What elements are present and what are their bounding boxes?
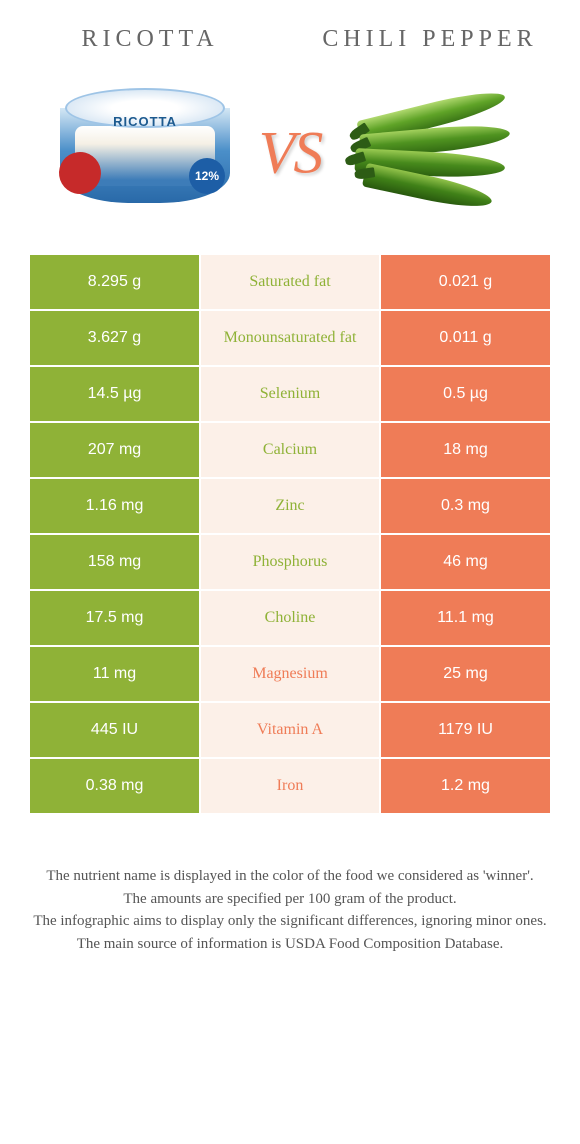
footnote-line: The main source of information is USDA F… [16, 933, 564, 956]
footnotes: The nutrient name is displayed in the co… [0, 865, 580, 955]
table-row: 14.5 µgSelenium0.5 µg [30, 366, 550, 422]
left-food-title: RICOTTA [10, 26, 290, 53]
left-value-cell: 3.627 g [30, 310, 200, 366]
nutrition-table: 8.295 gSaturated fat0.021 g3.627 gMonoun… [30, 253, 550, 815]
left-value-cell: 445 IU [30, 702, 200, 758]
nutrient-name-cell: Zinc [200, 478, 380, 534]
left-value-cell: 207 mg [30, 422, 200, 478]
left-value-cell: 1.16 mg [30, 478, 200, 534]
blue-badge-icon: 12% [189, 158, 225, 194]
right-food-image [335, 68, 535, 228]
right-value-cell: 46 mg [380, 534, 550, 590]
table-row: 8.295 gSaturated fat0.021 g [30, 254, 550, 310]
table-row: 17.5 mgCholine11.1 mg [30, 590, 550, 646]
nutrient-name-cell: Selenium [200, 366, 380, 422]
left-food-image: RICOTTA 12% [45, 68, 245, 228]
left-value-cell: 158 mg [30, 534, 200, 590]
right-value-cell: 0.3 mg [380, 478, 550, 534]
footnote-line: The nutrient name is displayed in the co… [16, 865, 564, 888]
right-value-cell: 0.011 g [380, 310, 550, 366]
left-value-cell: 17.5 mg [30, 590, 200, 646]
right-value-cell: 0.5 µg [380, 366, 550, 422]
nutrient-name-cell: Phosphorus [200, 534, 380, 590]
right-value-cell: 11.1 mg [380, 590, 550, 646]
left-value-cell: 8.295 g [30, 254, 200, 310]
table-row: 0.38 mgIron1.2 mg [30, 758, 550, 814]
left-value-cell: 11 mg [30, 646, 200, 702]
header-row: RICOTTA CHILI PEPPER [0, 0, 580, 53]
right-value-cell: 1.2 mg [380, 758, 550, 814]
right-value-cell: 25 mg [380, 646, 550, 702]
left-value-cell: 0.38 mg [30, 758, 200, 814]
nutrient-name-cell: Magnesium [200, 646, 380, 702]
right-food-title: CHILI PEPPER [290, 26, 570, 53]
vs-label: VS [259, 119, 322, 188]
table-row: 207 mgCalcium18 mg [30, 422, 550, 478]
table-row: 3.627 gMonounsaturated fat0.011 g [30, 310, 550, 366]
nutrient-name-cell: Saturated fat [200, 254, 380, 310]
left-title-cell: RICOTTA [10, 26, 290, 53]
nutrient-name-cell: Monounsaturated fat [200, 310, 380, 366]
table-row: 158 mgPhosphorus46 mg [30, 534, 550, 590]
right-value-cell: 1179 IU [380, 702, 550, 758]
tub-label-text: RICOTTA [55, 114, 235, 129]
ricotta-icon: RICOTTA 12% [55, 78, 235, 218]
nutrient-name-cell: Choline [200, 590, 380, 646]
images-row: RICOTTA 12% VS [0, 53, 580, 253]
nutrient-name-cell: Calcium [200, 422, 380, 478]
right-title-cell: CHILI PEPPER [290, 26, 570, 53]
left-value-cell: 14.5 µg [30, 366, 200, 422]
nutrient-name-cell: Iron [200, 758, 380, 814]
right-value-cell: 0.021 g [380, 254, 550, 310]
chili-pepper-icon [345, 78, 525, 218]
table-row: 1.16 mgZinc0.3 mg [30, 478, 550, 534]
footnote-line: The infographic aims to display only the… [16, 910, 564, 933]
right-value-cell: 18 mg [380, 422, 550, 478]
footnote-line: The amounts are specified per 100 gram o… [16, 888, 564, 911]
table-row: 445 IUVitamin A1179 IU [30, 702, 550, 758]
table-row: 11 mgMagnesium25 mg [30, 646, 550, 702]
nutrient-name-cell: Vitamin A [200, 702, 380, 758]
